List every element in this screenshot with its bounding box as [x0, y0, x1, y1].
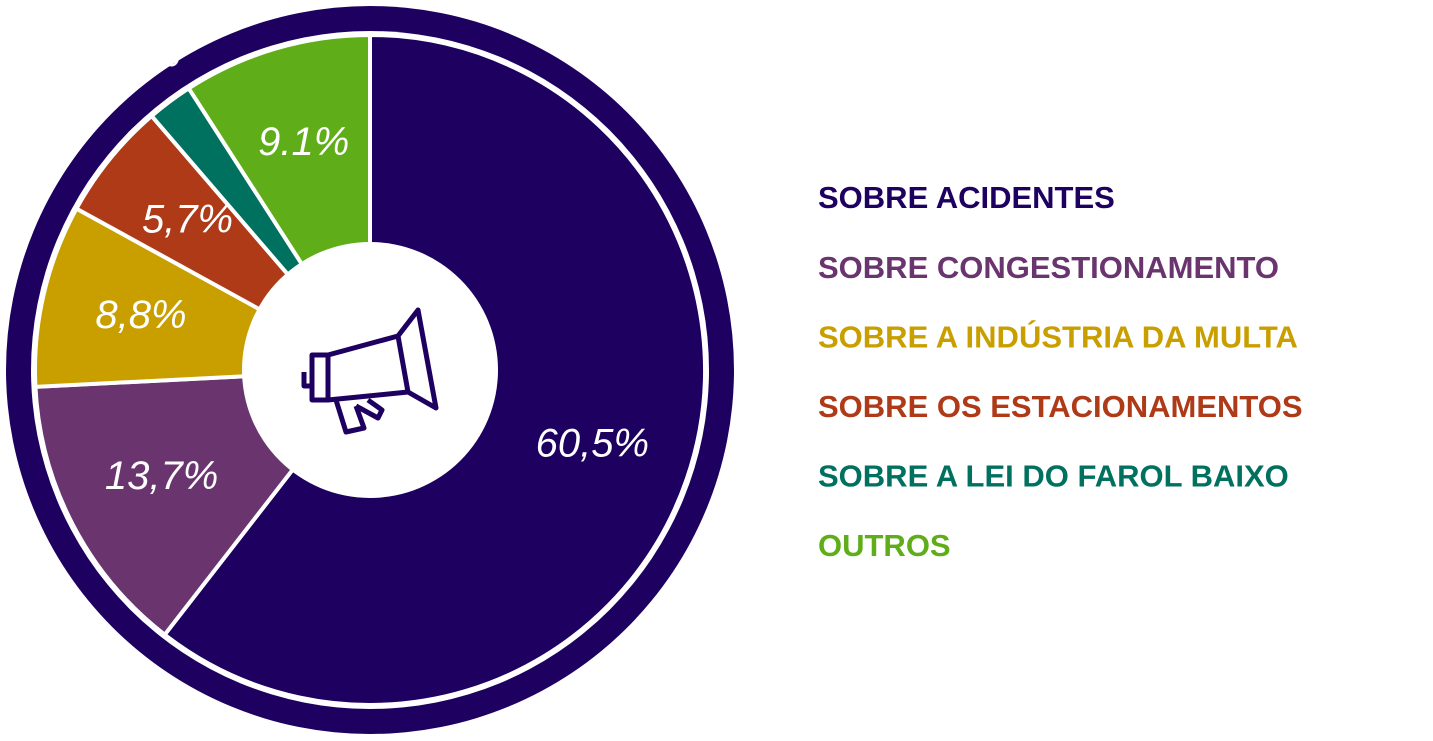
megaphone-icon [301, 307, 439, 435]
legend-entry: SOBRE A LEI DO FAROL BAIXO [818, 459, 1289, 494]
legend-entry: SOBRE A INDÚSTRIA DA MULTA [818, 318, 1298, 354]
legend-entry: SOBRE CONGESTIONAMENTO [818, 250, 1279, 285]
value-label: 2,2% [89, 31, 181, 75]
value-label: 9.1% [258, 120, 349, 164]
value-label: 5,7% [142, 197, 233, 241]
value-label: 13,7% [105, 454, 218, 498]
legend-entry: SOBRE ACIDENTES [818, 180, 1115, 215]
legend-entry: OUTROS [818, 528, 951, 563]
donut-hole [242, 242, 498, 498]
legend-entry: SOBRE OS ESTACIONAMENTOS [818, 389, 1303, 424]
value-label: 60,5% [536, 422, 649, 466]
value-labels: 60,5% 13,7% 8,8% 5,7% 2,2% 9.1% [89, 31, 649, 498]
legend: SOBRE ACIDENTES SOBRE CONGESTIONAMENTO SOB… [818, 180, 1303, 563]
value-label: 8,8% [95, 293, 186, 337]
